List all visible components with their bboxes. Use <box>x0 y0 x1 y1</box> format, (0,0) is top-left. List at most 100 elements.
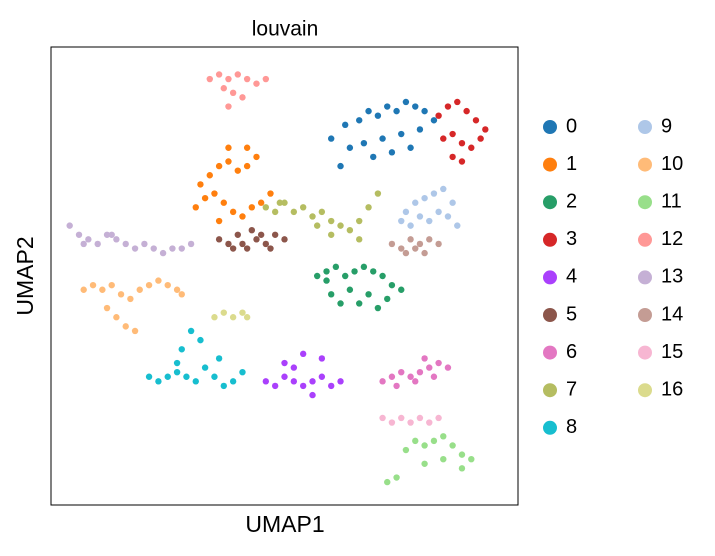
point <box>299 350 307 358</box>
point <box>248 204 256 211</box>
point <box>407 236 414 243</box>
point <box>229 378 237 385</box>
point <box>239 368 246 376</box>
point <box>402 446 410 454</box>
point <box>328 231 335 238</box>
point <box>257 231 265 238</box>
point <box>211 314 218 321</box>
point <box>80 286 87 293</box>
legend-marker <box>638 120 652 134</box>
point <box>159 249 167 257</box>
point <box>458 158 466 165</box>
point <box>328 291 335 298</box>
point <box>398 130 405 138</box>
point <box>164 281 171 289</box>
point <box>435 112 442 119</box>
point <box>253 153 260 161</box>
point <box>440 456 447 463</box>
point <box>463 107 470 115</box>
legend-marker <box>638 345 652 360</box>
point <box>332 263 340 271</box>
point <box>416 126 424 133</box>
y-axis-label: UMAP2 <box>12 236 38 315</box>
point <box>449 442 456 449</box>
point <box>117 291 125 298</box>
x-axis-label: UMAP1 <box>245 511 324 537</box>
legend-label: 6 <box>566 341 577 363</box>
point <box>309 213 316 220</box>
legend-marker <box>638 270 652 285</box>
point <box>365 107 372 115</box>
legend-label: 10 <box>661 153 683 175</box>
point <box>421 442 428 449</box>
point <box>197 336 204 344</box>
point <box>145 373 153 380</box>
point <box>89 281 97 289</box>
point <box>407 373 414 380</box>
point <box>173 286 181 293</box>
legend-marker <box>543 120 557 134</box>
legend-label: 12 <box>661 228 683 250</box>
point <box>454 222 461 229</box>
point <box>342 121 349 129</box>
point <box>393 474 400 481</box>
point <box>103 231 111 238</box>
point <box>412 437 419 445</box>
point <box>243 314 251 321</box>
point <box>220 199 227 206</box>
point <box>416 240 424 248</box>
point <box>215 162 223 170</box>
point <box>337 222 344 229</box>
point <box>356 300 363 307</box>
point <box>299 204 307 211</box>
point <box>215 217 223 225</box>
point <box>122 240 129 248</box>
point <box>407 144 414 151</box>
point <box>421 460 428 467</box>
point <box>398 286 405 293</box>
point <box>435 414 442 422</box>
point <box>136 286 143 293</box>
point <box>201 364 209 371</box>
point <box>248 227 256 234</box>
legend-marker <box>638 308 652 322</box>
point <box>243 144 251 151</box>
point <box>131 245 139 252</box>
point <box>421 194 428 202</box>
point <box>468 144 475 151</box>
point <box>271 231 279 238</box>
point <box>75 231 83 238</box>
point <box>328 217 335 225</box>
point <box>421 249 428 257</box>
point <box>356 117 363 124</box>
point <box>388 149 396 156</box>
point <box>290 208 298 216</box>
point <box>211 373 218 380</box>
point <box>393 382 400 390</box>
point <box>472 117 480 124</box>
point <box>243 245 251 252</box>
point <box>342 272 349 280</box>
point <box>477 135 484 142</box>
point <box>323 268 330 275</box>
point <box>398 217 405 225</box>
point <box>374 304 382 312</box>
point <box>412 245 419 252</box>
point <box>225 240 232 248</box>
point <box>388 281 396 289</box>
point <box>444 103 452 110</box>
plot-frame <box>50 46 519 506</box>
point <box>384 478 391 486</box>
point <box>449 130 456 138</box>
legend-label: 11 <box>661 190 682 212</box>
point <box>122 323 129 330</box>
point <box>150 245 157 252</box>
legend-marker <box>543 270 557 285</box>
point <box>187 240 195 248</box>
point <box>412 103 419 110</box>
point <box>253 236 260 243</box>
point <box>435 240 442 248</box>
point <box>323 277 330 284</box>
point <box>225 144 232 151</box>
